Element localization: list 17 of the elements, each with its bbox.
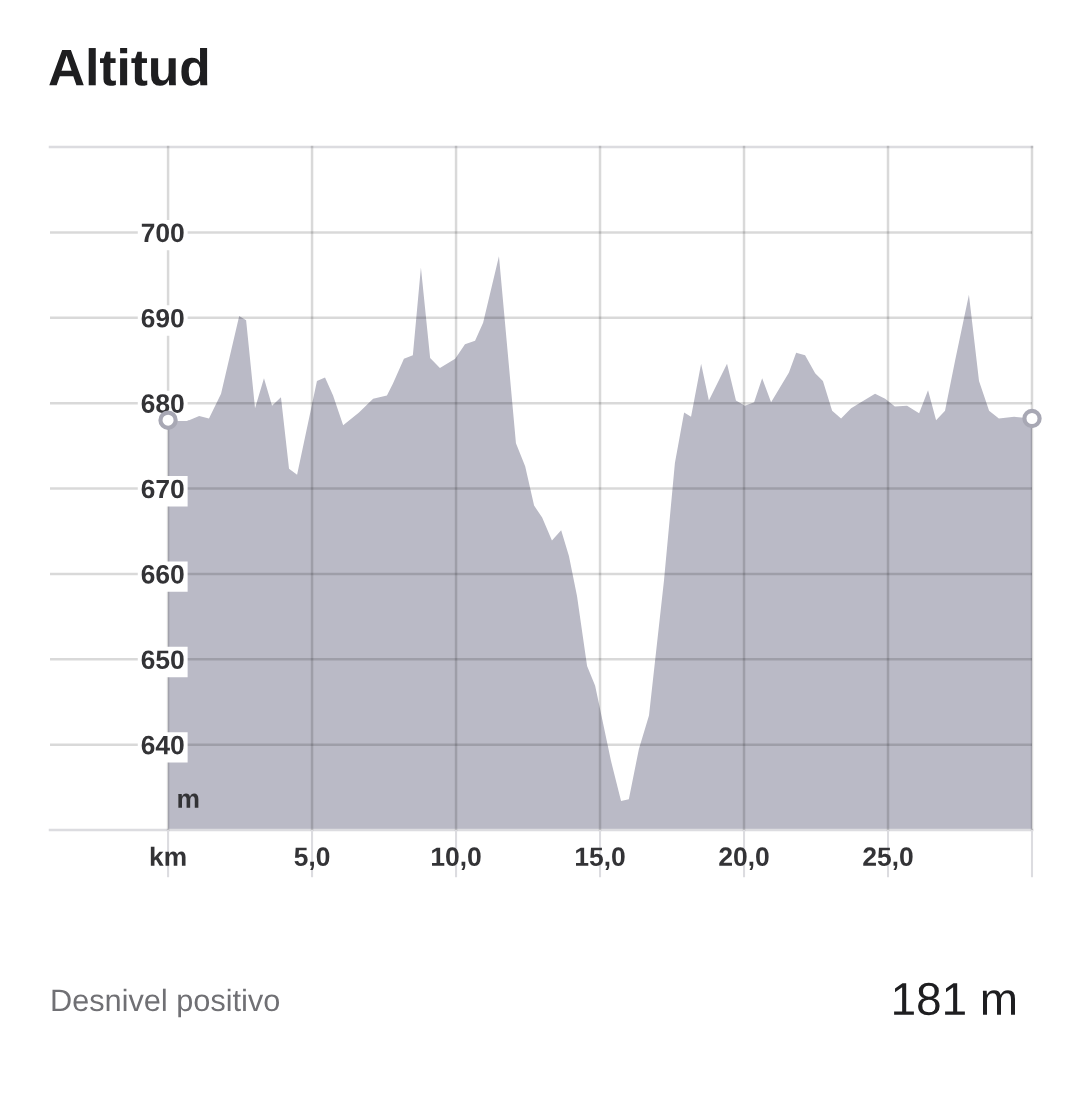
y-tick-label: 680	[141, 394, 184, 413]
y-tick-label: 700	[141, 223, 184, 243]
x-tick-label: 25,0	[863, 847, 913, 870]
x-tick-label: 15,0	[576, 847, 625, 870]
x-tick-label: 5,0	[294, 847, 330, 870]
x-tick-label: 20,0	[719, 847, 769, 870]
chart-title: Altitud	[49, 48, 208, 86]
text: Desnivel positivo	[52, 988, 280, 1018]
y-tick-label: 670	[141, 479, 184, 499]
text: 181 m	[894, 982, 1015, 1016]
y-tick-label: 650	[141, 650, 184, 670]
y-tick-label: 640	[141, 735, 184, 755]
y-tick-label: 660	[141, 565, 184, 584]
y-tick-label: 690	[141, 308, 184, 328]
x-tick-label: km	[150, 846, 186, 866]
y-axis-title: m	[178, 793, 199, 808]
x-tick-label: 10,0	[432, 847, 481, 870]
